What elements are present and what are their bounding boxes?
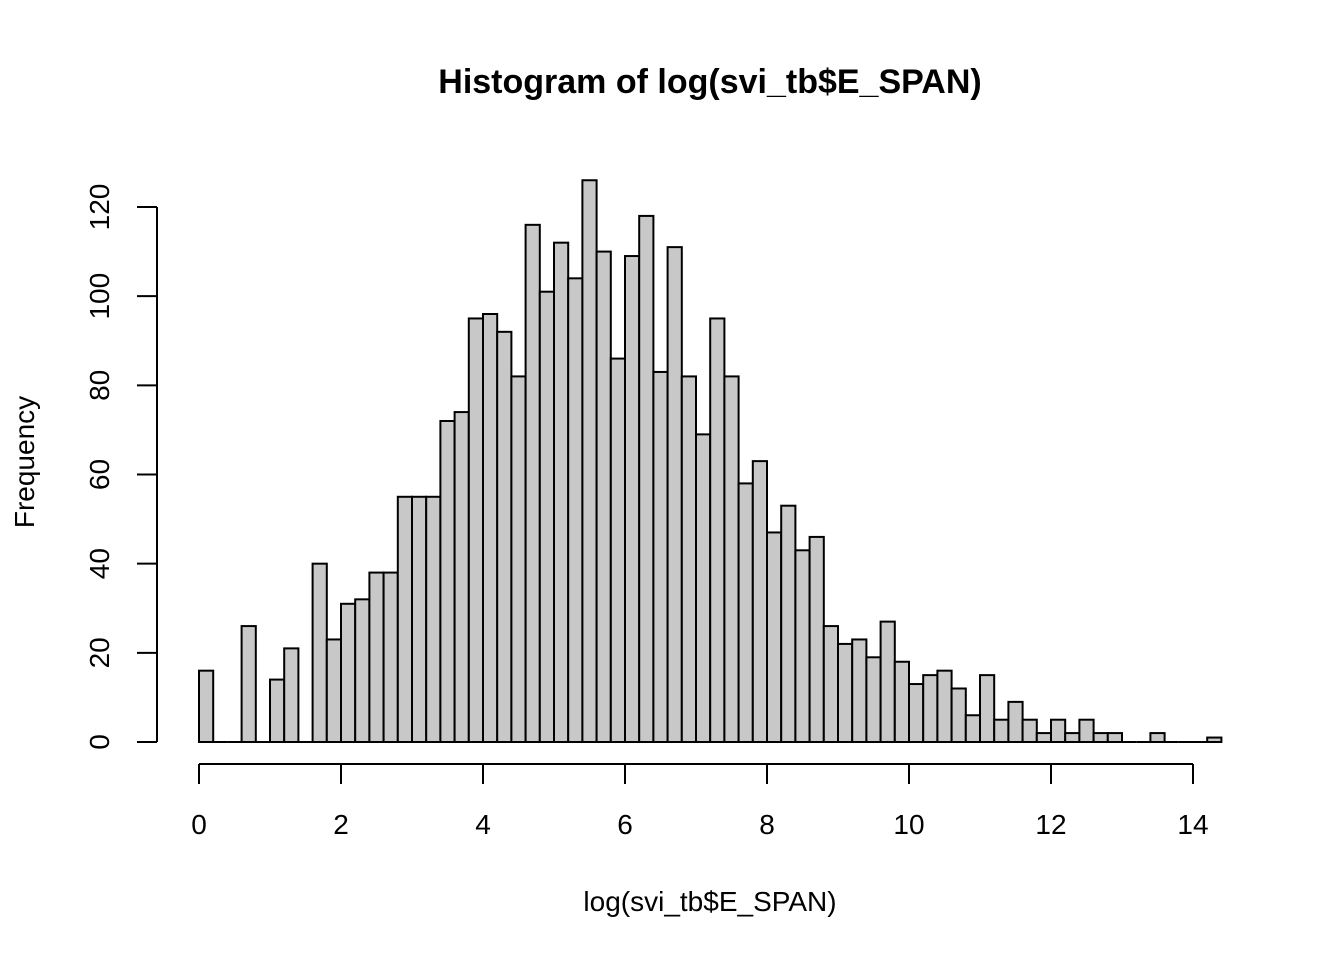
histogram-bar: [198, 669, 215, 744]
histogram-bar: [822, 625, 839, 743]
x-axis: 0 2 4 6 8 10 12 14: [191, 763, 1209, 840]
x-tick-label: 14: [1177, 809, 1208, 840]
y-axis: 0 20 40 60 80 100 120: [84, 184, 158, 750]
histogram-bar: [453, 411, 470, 743]
histogram-bar: [482, 313, 499, 743]
histogram-bar: [396, 495, 413, 743]
histogram-bar: [1021, 718, 1038, 743]
histogram-bar: [1106, 732, 1124, 743]
histogram-bar: [709, 317, 726, 743]
histogram-bar: [340, 602, 357, 744]
histogram-bar: [1050, 718, 1067, 743]
y-tick-label: 120: [84, 184, 115, 231]
x-tick-label: 8: [759, 809, 775, 840]
histogram-bar: [908, 683, 925, 744]
y-tick-label: 40: [84, 548, 115, 579]
histogram-bar: [567, 277, 584, 743]
y-tick-label: 60: [84, 459, 115, 490]
histogram-bar: [766, 531, 783, 743]
histogram-bar: [382, 571, 399, 743]
histogram-bar: [425, 495, 442, 743]
y-tick-label: 80: [84, 370, 115, 401]
histogram-bar: [652, 370, 669, 743]
histogram-bar: [1064, 732, 1081, 743]
histogram-bar: [1092, 732, 1109, 743]
histogram-bar: [496, 330, 513, 743]
bars-group: [198, 179, 1223, 744]
chart-title: Histogram of log(svi_tb$E_SPAN): [438, 63, 981, 101]
x-tick-label: 4: [475, 809, 491, 840]
histogram-bar: [936, 669, 953, 744]
histogram-bar: [439, 420, 456, 743]
histogram-bar: [794, 549, 811, 744]
histogram-bar: [311, 562, 328, 744]
histogram-bar: [467, 317, 484, 743]
x-tick-label: 0: [191, 809, 207, 840]
y-tick-label: 20: [84, 637, 115, 668]
histogram-bar: [269, 678, 286, 743]
histogram-bar: [595, 250, 612, 743]
x-tick-label: 2: [333, 809, 349, 840]
histogram-bar: [964, 714, 981, 743]
histogram-bar: [851, 638, 868, 743]
histogram-bar: [979, 674, 996, 743]
histogram-bar: [1149, 732, 1166, 743]
histogram-bar: [354, 598, 371, 743]
histogram-bar: [751, 460, 768, 743]
x-tick-label: 10: [893, 809, 924, 840]
histogram-bar: [865, 656, 882, 744]
histogram-bar: [993, 718, 1010, 743]
histogram-bar: [1206, 736, 1223, 744]
y-tick-label: 100: [84, 273, 115, 320]
histogram-bar: [581, 179, 598, 743]
histogram-bar: [737, 482, 754, 743]
histogram-bar: [837, 642, 854, 744]
histogram-bar: [950, 687, 967, 743]
histogram-bar: [368, 571, 385, 743]
x-axis-label: log(svi_tb$E_SPAN): [583, 886, 836, 917]
histogram-bar: [411, 495, 428, 743]
histogram-bar: [638, 214, 655, 743]
y-tick-label: 0: [84, 734, 115, 750]
histogram-bar: [283, 647, 300, 743]
x-tick-label: 12: [1035, 809, 1066, 840]
y-axis-label: Frequency: [9, 396, 40, 528]
histogram-bar: [240, 625, 257, 743]
x-tick-label: 6: [617, 809, 633, 840]
histogram-bar: [666, 246, 683, 743]
histogram-bar: [524, 223, 541, 744]
histogram-bar: [325, 638, 342, 743]
histogram-bar: [893, 660, 910, 743]
histogram-bar: [922, 674, 939, 743]
histogram-bar: [609, 357, 626, 743]
histogram-bar: [510, 375, 527, 743]
histogram-bar: [553, 241, 570, 744]
histogram-bar: [680, 375, 697, 743]
histogram-bar: [780, 504, 797, 744]
histogram-bar: [879, 620, 896, 743]
histogram-bar: [1007, 700, 1024, 743]
histogram-bar: [538, 290, 555, 743]
histogram-bar: [1078, 718, 1095, 743]
histogram-bar: [624, 255, 641, 743]
histogram-bar: [808, 535, 825, 744]
histogram-bar: [695, 433, 712, 743]
histogram-bar: [723, 375, 740, 743]
histogram-bar: [1035, 732, 1053, 743]
